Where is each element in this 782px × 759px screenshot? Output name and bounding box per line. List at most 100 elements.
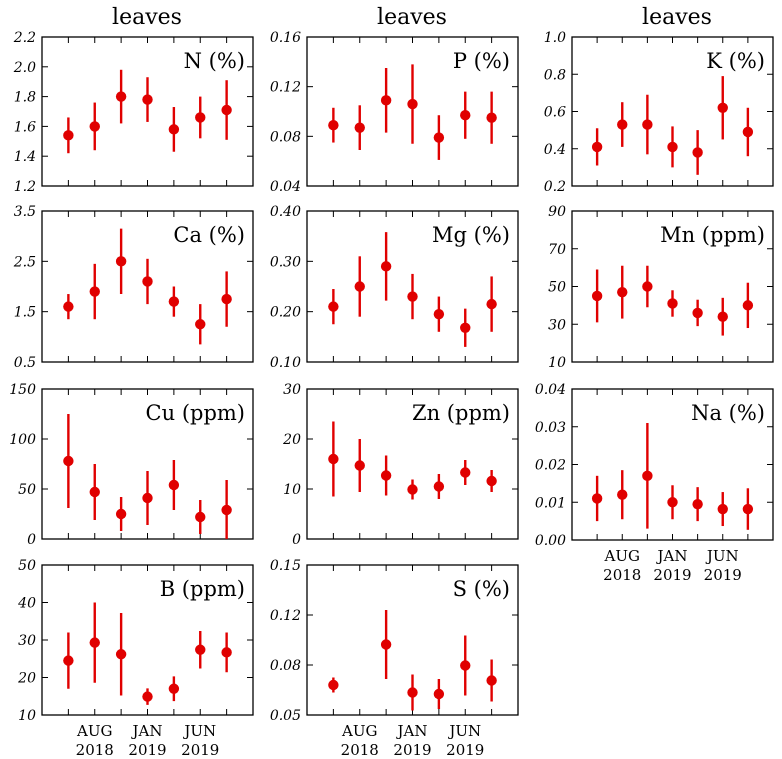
x-tick-label-year: 2018 <box>76 741 114 759</box>
data-point <box>115 256 127 267</box>
data-point <box>221 504 232 516</box>
data-point <box>63 130 74 141</box>
panel-label: B (ppm) <box>160 577 245 601</box>
panel-label: N (%) <box>184 49 245 73</box>
panel-5: 0.10 0.20 0.30 0.40 Mg (%) <box>270 204 519 371</box>
y-tick-label: 2.0 <box>13 60 36 76</box>
data-point <box>433 481 445 492</box>
panel-2: 0.04 0.08 0.12 0.16 P (%) <box>270 30 519 195</box>
data-point <box>667 298 678 309</box>
data-point <box>667 497 678 508</box>
data-point <box>328 301 339 312</box>
data-point <box>195 319 206 330</box>
x-tick-label-month: JAN <box>656 547 688 565</box>
y-tick-label: 0.00 <box>535 533 566 549</box>
panel-label: Zn (ppm) <box>412 401 510 425</box>
data-point <box>142 492 153 504</box>
data-point <box>221 647 232 658</box>
y-tick-label: 0.08 <box>270 658 301 674</box>
y-tick-label: 20 <box>282 432 301 448</box>
data-point <box>195 112 206 123</box>
y-tick-label: 50 <box>548 280 566 296</box>
x-tick-label-month: AUG <box>341 722 377 740</box>
data-point <box>717 503 728 515</box>
y-tick-label: 1.5 <box>14 305 36 321</box>
data-point <box>63 301 74 312</box>
y-tick-label: 70 <box>548 242 566 258</box>
y-tick-label: 10 <box>548 355 566 371</box>
y-tick-label: 0.08 <box>270 129 301 145</box>
y-tick-label: 0.05 <box>270 708 301 724</box>
data-point <box>115 649 127 660</box>
data-point <box>380 639 392 650</box>
y-tick-label: 1.8 <box>14 90 36 106</box>
data-point <box>667 141 678 153</box>
y-tick-label: 0.04 <box>535 382 566 398</box>
y-tick-label: 50 <box>18 558 36 574</box>
y-tick-label: 0.4 <box>544 142 566 158</box>
y-tick-label: 0.02 <box>535 458 566 474</box>
panel-7: 0 50 100 150 Cu (ppm) <box>9 382 254 548</box>
panel-label: Mn (ppm) <box>660 223 765 247</box>
y-tick-label: 30 <box>283 382 301 398</box>
data-point <box>692 498 703 510</box>
y-tick-label: 1.6 <box>14 119 36 135</box>
data-point <box>591 493 603 504</box>
data-point <box>328 119 339 131</box>
y-tick-label: 1.4 <box>14 149 36 165</box>
y-tick-label: 0.03 <box>535 420 566 436</box>
data-point <box>142 691 153 702</box>
data-point <box>63 655 74 666</box>
panel-6: 10 30 50 70 90 Mn (ppm) <box>548 204 774 371</box>
col-title-3: leaves <box>642 5 712 30</box>
data-point <box>380 470 392 481</box>
panel-label: Cu (ppm) <box>146 401 245 425</box>
data-point <box>591 141 603 153</box>
panel-label: Mg (%) <box>432 223 510 247</box>
data-point <box>168 683 180 694</box>
x-tick-label-month: JUN <box>705 547 739 565</box>
data-point <box>486 112 497 123</box>
y-tick-label: 150 <box>9 382 36 398</box>
data-point <box>433 132 445 143</box>
y-tick-label: 30 <box>548 317 566 333</box>
panel-11: 0.050.080.120.15S (%)AUG2018JAN2019JUN20… <box>270 558 519 759</box>
y-tick-label: 0.30 <box>270 254 301 270</box>
data-point <box>354 281 365 292</box>
panel-3: 0.2 0.4 0.6 0.8 1.0 K (%) <box>544 30 774 195</box>
panel-label: Ca (%) <box>173 223 245 247</box>
panel-label: S (%) <box>453 577 510 601</box>
x-tick-label-year: 2019 <box>704 566 742 584</box>
y-tick-label: 1.2 <box>14 179 36 195</box>
x-tick-label-year: 2019 <box>653 566 691 584</box>
y-tick-label: 0.5 <box>14 355 36 371</box>
x-tick-label-month: JUN <box>447 722 481 740</box>
y-tick-label: 0.04 <box>270 179 301 195</box>
y-tick-label: 90 <box>548 204 566 220</box>
x-tick-label-month: JAN <box>396 722 428 740</box>
y-tick-label: 30 <box>18 633 36 649</box>
y-tick-label: 2.5 <box>13 254 36 270</box>
data-point <box>142 276 153 287</box>
x-tick-label-year: 2018 <box>341 741 379 759</box>
y-tick-label: 0.20 <box>270 305 301 321</box>
data-point <box>742 300 754 311</box>
data-point <box>617 286 628 298</box>
data-point <box>89 286 100 297</box>
data-point <box>642 470 653 482</box>
data-point <box>617 489 628 500</box>
x-tick-label-year: 2019 <box>446 741 484 759</box>
panel-label: P (%) <box>453 49 510 73</box>
panel-4: 0.5 1.5 2.5 3.5 Ca (%) <box>13 204 254 371</box>
data-point <box>328 453 339 465</box>
data-point <box>115 508 127 520</box>
data-point <box>63 455 74 467</box>
data-point <box>328 679 339 691</box>
y-tick-label: 0.16 <box>270 30 301 46</box>
data-point <box>591 290 603 302</box>
data-point <box>460 110 471 121</box>
y-tick-label: 0.6 <box>544 105 566 121</box>
data-point <box>195 644 206 655</box>
x-tick-label-year: 2018 <box>603 566 641 584</box>
